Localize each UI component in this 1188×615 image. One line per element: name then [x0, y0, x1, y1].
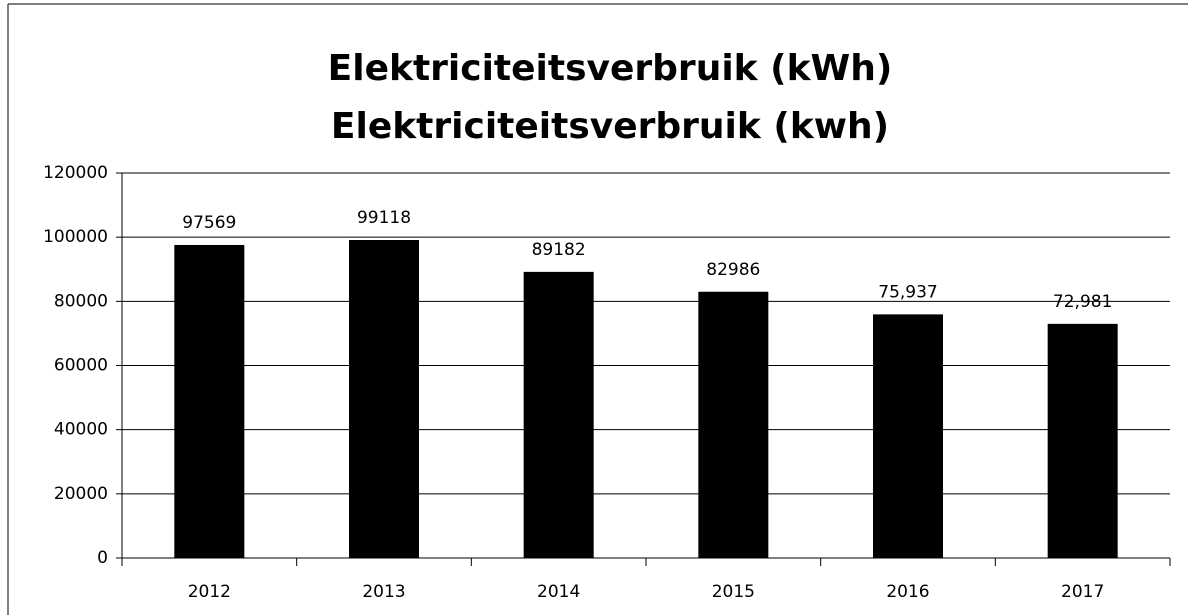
x-tick-label: 2014: [537, 582, 580, 602]
y-tick-label: 60000: [54, 356, 108, 376]
value-label: 72,981: [1053, 292, 1112, 312]
bar: [698, 291, 769, 558]
x-tick-label: 2012: [188, 582, 231, 602]
y-tick-label: 100000: [43, 227, 108, 247]
y-tick-label: 20000: [54, 484, 108, 504]
value-label: 89182: [532, 240, 586, 260]
y-tick-label: 120000: [43, 163, 108, 183]
bar: [349, 239, 419, 559]
bar: [873, 314, 943, 558]
x-tick-label: 2017: [1061, 582, 1104, 602]
chart-subtitle: Elektriciteitsverbruik (kwh): [331, 106, 889, 147]
value-label: 82986: [706, 260, 760, 280]
y-tick-label: 80000: [54, 291, 108, 311]
x-tick-label: 2016: [886, 582, 929, 602]
bar: [174, 244, 245, 558]
bar: [1047, 323, 1118, 558]
x-tick-label: 2015: [712, 582, 755, 602]
x-tick-label: 2013: [362, 582, 405, 602]
value-label: 99118: [357, 208, 411, 228]
value-label: 97569: [182, 213, 236, 233]
value-label: 75,937: [878, 282, 937, 302]
y-tick-label: 40000: [54, 420, 108, 440]
y-tick-label: 0: [97, 548, 108, 568]
bar: [523, 271, 594, 558]
chart-title: Elektriciteitsverbruik (kWh): [328, 48, 893, 89]
